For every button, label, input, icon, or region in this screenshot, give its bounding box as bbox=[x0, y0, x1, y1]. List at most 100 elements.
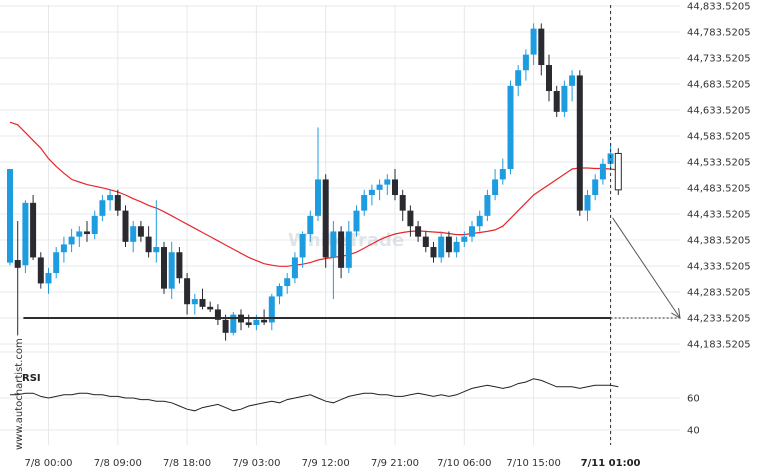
candle-body bbox=[137, 226, 144, 237]
candle bbox=[522, 49, 529, 81]
candle-body bbox=[114, 195, 121, 211]
candle bbox=[238, 309, 244, 331]
candle-body bbox=[315, 179, 321, 216]
candle-body bbox=[276, 286, 283, 297]
candle-body bbox=[522, 54, 529, 71]
candle-body bbox=[299, 234, 306, 258]
candle-body bbox=[307, 215, 314, 235]
rsi-panel: RSI 60 40 bbox=[10, 373, 700, 437]
price-tick-label: 44,283.5205 bbox=[687, 288, 751, 299]
candle bbox=[515, 65, 522, 97]
candle-body bbox=[614, 152, 622, 191]
candle-body bbox=[145, 236, 152, 253]
candle-body bbox=[484, 195, 491, 216]
candle bbox=[145, 226, 152, 258]
candle-body bbox=[561, 85, 568, 112]
candle-body bbox=[253, 319, 260, 326]
candle-body bbox=[599, 163, 606, 180]
candle-body bbox=[584, 195, 591, 211]
candle-body bbox=[569, 75, 576, 86]
candle bbox=[368, 184, 375, 206]
candle-body bbox=[592, 179, 599, 196]
candle bbox=[322, 174, 329, 268]
time-tick-label: 7/10 06:00 bbox=[437, 458, 491, 469]
candle-body bbox=[538, 28, 545, 66]
time-tick-label: 7/11 01:00 bbox=[581, 458, 641, 469]
candle bbox=[7, 169, 13, 266]
candle-body bbox=[453, 241, 460, 253]
time-tick-label: 7/8 09:00 bbox=[94, 458, 142, 469]
candle-body bbox=[214, 309, 221, 320]
candle bbox=[584, 189, 591, 222]
candle-body bbox=[407, 210, 414, 227]
candle-body bbox=[392, 179, 398, 196]
candle-body bbox=[422, 236, 429, 248]
candle bbox=[245, 314, 252, 328]
candle bbox=[53, 247, 60, 279]
candle-body bbox=[338, 231, 345, 268]
candle-body bbox=[445, 236, 452, 253]
moving-average-layer bbox=[9, 121, 619, 267]
candle-body bbox=[530, 28, 537, 55]
time-tick-label: 7/10 15:00 bbox=[506, 458, 560, 469]
candles-layer bbox=[7, 23, 622, 341]
candle-body bbox=[176, 252, 183, 279]
candle bbox=[307, 210, 314, 242]
candle bbox=[84, 221, 90, 242]
candle bbox=[361, 189, 368, 216]
candle-body bbox=[345, 231, 352, 268]
candle bbox=[207, 301, 214, 313]
candle bbox=[345, 221, 352, 274]
candle-body bbox=[399, 195, 406, 211]
candle-body bbox=[607, 153, 614, 164]
candle bbox=[484, 189, 491, 222]
candle bbox=[99, 195, 106, 222]
candle bbox=[91, 210, 98, 240]
candle bbox=[507, 80, 514, 175]
candle-body bbox=[207, 306, 214, 310]
candle bbox=[422, 231, 429, 253]
candle-body bbox=[37, 257, 44, 284]
candle bbox=[546, 54, 552, 102]
candle-body bbox=[507, 85, 514, 170]
candle bbox=[492, 169, 499, 201]
candle-body bbox=[499, 169, 506, 180]
candle bbox=[499, 158, 506, 185]
time-axis: 7/8 00:00 7/8 09:00 7/8 18:00 7/9 03:00 7/9 … bbox=[24, 458, 640, 469]
candle bbox=[30, 195, 37, 261]
candle-body bbox=[199, 299, 206, 307]
price-tick-label: 44,233.5205 bbox=[687, 314, 751, 325]
candle-body bbox=[76, 231, 83, 237]
candle bbox=[338, 226, 345, 279]
candle-body bbox=[122, 210, 129, 242]
candle-body bbox=[245, 322, 252, 326]
candle-body bbox=[222, 319, 229, 333]
time-tick-label: 7/8 00:00 bbox=[24, 458, 72, 469]
candle bbox=[445, 231, 452, 258]
candle bbox=[168, 241, 175, 300]
candle-body bbox=[84, 231, 90, 235]
candle-body bbox=[153, 247, 160, 253]
candle-body bbox=[191, 299, 198, 305]
candle bbox=[76, 226, 83, 248]
candle bbox=[284, 273, 291, 294]
price-tick-label: 44,583.5205 bbox=[687, 132, 751, 143]
candle-body bbox=[68, 236, 75, 245]
candle bbox=[530, 23, 537, 66]
candle bbox=[184, 273, 191, 315]
candle-body bbox=[45, 273, 52, 284]
candle bbox=[407, 205, 414, 237]
candle-body bbox=[107, 195, 114, 201]
candle bbox=[614, 148, 622, 196]
projection-arrow-head bbox=[671, 308, 681, 319]
price-tick-label: 44,483.5205 bbox=[687, 184, 751, 195]
candle-body bbox=[368, 189, 375, 196]
candle-body bbox=[492, 179, 499, 196]
candle-body bbox=[261, 319, 268, 323]
candle-body bbox=[553, 91, 560, 112]
candle bbox=[599, 158, 606, 185]
candle-body bbox=[469, 226, 475, 237]
candle-body bbox=[284, 278, 291, 287]
candle-body bbox=[60, 244, 67, 253]
